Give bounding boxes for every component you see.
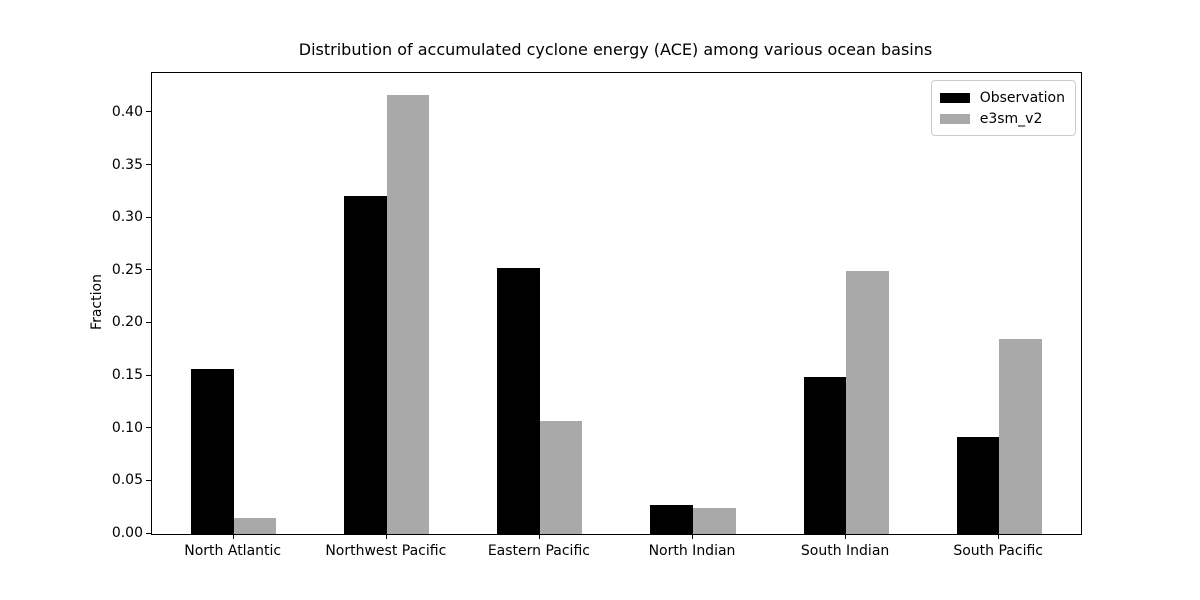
x-tick-mark (998, 534, 1000, 539)
legend-entry-e3sm-v2: e3sm_v2 (939, 108, 1065, 129)
legend-swatch-e3sm-v2 (939, 113, 970, 124)
legend-label-e3sm-v2: e3sm_v2 (979, 110, 1043, 127)
x-tick-label-eastern-pacific: Eastern Pacific (487, 543, 590, 559)
y-tick-label: 0.20 (111, 314, 143, 331)
bar-e3sm-v2-south-pacific (999, 339, 1042, 534)
y-tick-label: 0.25 (111, 261, 143, 278)
y-tick-mark (146, 164, 151, 166)
y-tick-mark (146, 374, 151, 376)
y-tick-mark (146, 532, 151, 534)
bar-observation-eastern-pacific (497, 267, 540, 534)
x-tick-label-south-pacific: South Pacific (953, 543, 1043, 559)
bar-observation-north-atlantic (191, 368, 234, 534)
y-tick-label: 0.00 (111, 525, 143, 541)
x-tick-mark (232, 534, 234, 539)
bar-e3sm-v2-eastern-pacific (539, 421, 583, 534)
y-tick-label: 0.05 (111, 472, 143, 489)
bar-e3sm-v2-north-indian (693, 507, 736, 534)
bar-e3sm-v2-northwest-pacific (386, 95, 430, 534)
y-tick-label: 0.10 (111, 419, 143, 436)
x-tick-label-north-indian: North Indian (648, 543, 736, 559)
chart-title: Distribution of accumulated cyclone ener… (298, 40, 933, 59)
y-tick-mark (146, 479, 151, 481)
bar-observation-north-indian (650, 504, 693, 534)
bar-e3sm-v2-north-atlantic (233, 518, 277, 534)
y-tick-label: 0.15 (111, 367, 143, 384)
x-tick-label-south-indian: South Indian (800, 543, 890, 559)
x-tick-mark (692, 534, 693, 539)
y-tick-label: 0.30 (111, 209, 143, 226)
x-tick-label-northwest-pacific: Northwest Pacific (325, 543, 447, 559)
y-tick-mark (146, 427, 151, 429)
bar-observation-south-indian (803, 377, 847, 534)
y-tick-mark (146, 321, 151, 323)
legend: Observation e3sm_v2 (930, 80, 1076, 136)
legend-entry-observation: Observation (939, 87, 1065, 108)
y-tick-label: 0.35 (111, 156, 143, 173)
y-tick-mark (146, 269, 151, 271)
x-tick-mark (845, 534, 847, 539)
x-tick-mark (538, 534, 540, 539)
legend-label-observation: Observation (979, 89, 1065, 106)
x-tick-mark (385, 534, 387, 539)
y-tick-mark (146, 216, 151, 218)
y-tick-mark (146, 111, 151, 113)
y-tick-label: 0.40 (111, 103, 143, 120)
bar-observation-northwest-pacific (344, 196, 387, 534)
legend-swatch-observation (939, 92, 970, 103)
x-tick-label-north-atlantic: North Atlantic (184, 543, 282, 559)
bar-e3sm-v2-south-indian (846, 270, 889, 534)
bar-observation-south-pacific (956, 437, 1000, 534)
plot-area: Observation e3sm_v2 (151, 72, 1082, 535)
